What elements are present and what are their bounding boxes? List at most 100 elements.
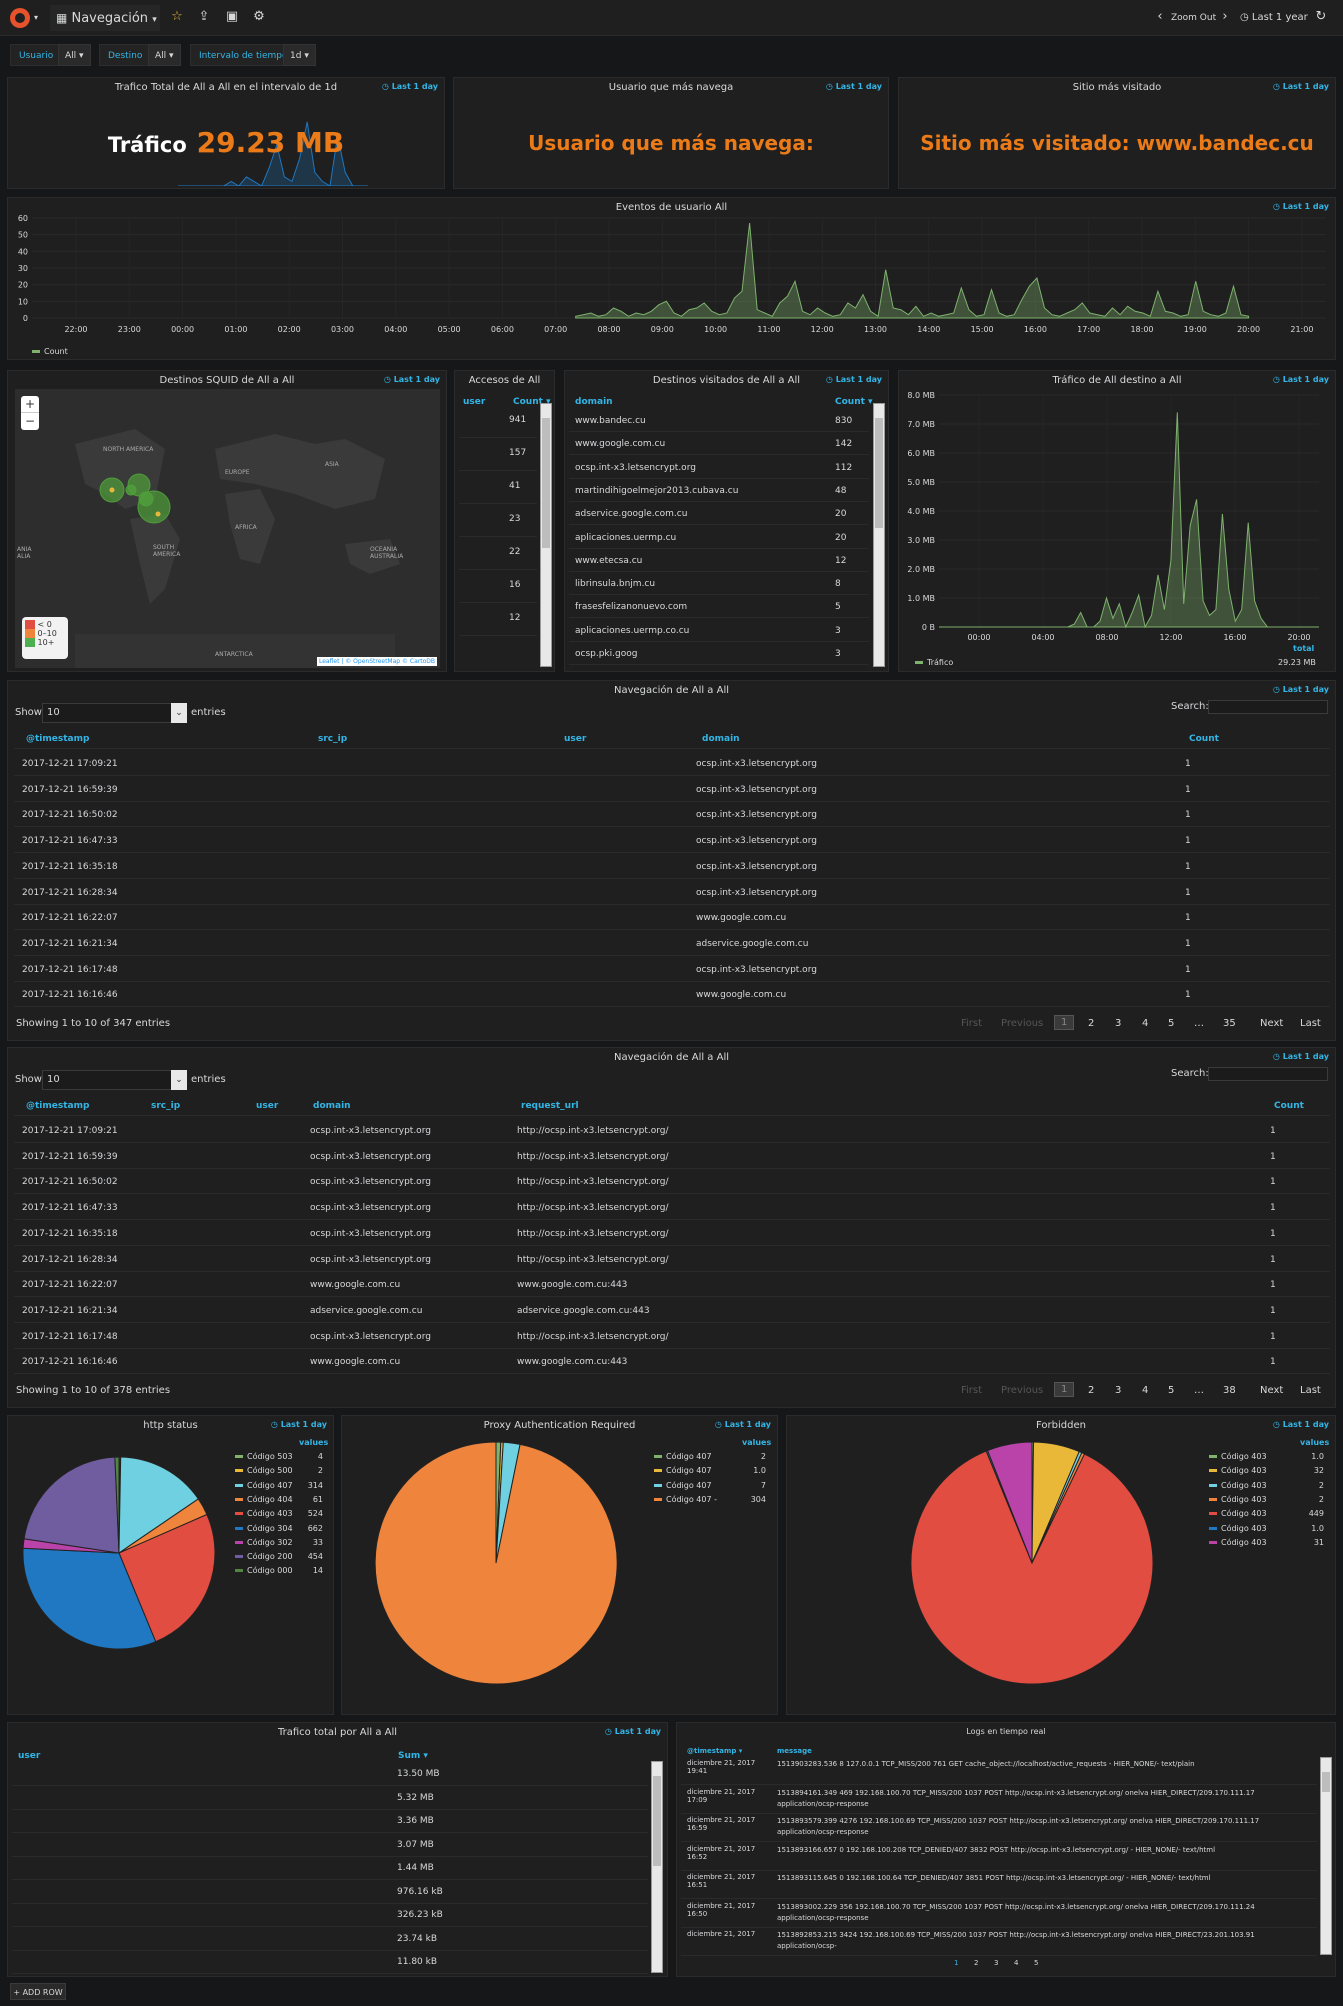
col-user[interactable]: user: [18, 1751, 41, 1761]
page-button[interactable]: 1: [1054, 1382, 1075, 1397]
pie-slice[interactable]: [374, 1441, 618, 1685]
col-header-timestamp[interactable]: @timestamp: [26, 1101, 90, 1111]
pie-slice[interactable]: [910, 1450, 1154, 1685]
col-header-user[interactable]: user: [256, 1101, 279, 1111]
list-item-domain[interactable]: librinsula.bnjm.cu: [575, 579, 656, 590]
page-size-select[interactable]: 10: [42, 1070, 172, 1090]
legend-count[interactable]: Count: [32, 347, 68, 356]
save-icon[interactable]: ▣: [225, 9, 239, 24]
legend-item[interactable]: Código 403: [1209, 1481, 1267, 1490]
scrollbar[interactable]: [1320, 1757, 1332, 1955]
col-header-timestamp[interactable]: @timestamp: [26, 734, 90, 744]
col-count[interactable]: Count ▾: [835, 397, 873, 407]
list-item-domain[interactable]: www.etecsa.cu: [575, 555, 643, 566]
page-button[interactable]: First: [961, 1385, 983, 1396]
list-item-domain[interactable]: adservice.google.com.cu: [575, 509, 688, 520]
page-button[interactable]: 3: [994, 1959, 999, 1967]
pie-slice[interactable]: [986, 1441, 1033, 1564]
scrollbar[interactable]: [540, 403, 552, 667]
col-header-domain[interactable]: domain: [313, 1101, 351, 1111]
col-message[interactable]: message: [777, 1747, 812, 1755]
chevron-left-icon[interactable]: ‹: [1157, 9, 1163, 24]
col-user[interactable]: user: [463, 397, 486, 407]
legend-item[interactable]: Código 407: [654, 1452, 712, 1461]
var-intervalo-select[interactable]: 1d ▾: [283, 44, 316, 66]
page-button[interactable]: Next: [1260, 1018, 1284, 1029]
map-attribution[interactable]: Leaflet | © OpenStreetMap © CartoDB: [317, 657, 437, 666]
legend-item[interactable]: Código 407: [654, 1481, 712, 1490]
time-range-picker[interactable]: ◷ Last 1 year: [1240, 5, 1308, 31]
var-usuario-select[interactable]: All ▾: [58, 44, 91, 66]
grafana-logo-icon[interactable]: [10, 8, 30, 28]
page-size-select[interactable]: 10: [42, 703, 172, 723]
page-button[interactable]: Previous: [1001, 1018, 1044, 1029]
col-header-domain[interactable]: domain: [702, 734, 740, 744]
page-button[interactable]: 1: [1054, 1015, 1075, 1030]
legend-item[interactable]: Código 200: [235, 1552, 293, 1561]
pie-slice[interactable]: [23, 1456, 120, 1554]
chevron-down-icon[interactable]: ⌄: [171, 703, 187, 723]
col-header-user[interactable]: user: [564, 734, 587, 744]
map-zoom-in-button[interactable]: +: [21, 396, 39, 413]
page-button[interactable]: …: [1194, 1018, 1204, 1029]
list-item-domain[interactable]: aplicaciones.uermp.cu: [575, 532, 677, 543]
list-item-domain[interactable]: ocsp.int-x3.letsencrypt.org: [575, 462, 696, 473]
chevron-down-icon[interactable]: ⌄: [171, 1070, 187, 1090]
gear-icon[interactable]: ⚙: [253, 9, 265, 24]
legend-item[interactable]: Código 403: [235, 1509, 293, 1518]
list-item-domain[interactable]: www.bandec.cu: [575, 416, 646, 426]
col-header-src_ip[interactable]: src_ip: [318, 734, 348, 744]
scrollbar[interactable]: [873, 403, 885, 667]
list-item-domain[interactable]: martindihigoelmejor2013.cubava.cu: [575, 485, 739, 496]
legend-item[interactable]: Código 403: [1209, 1538, 1267, 1547]
col-header-src_ip[interactable]: src_ip: [151, 1101, 181, 1111]
page-button[interactable]: Previous: [1001, 1385, 1044, 1396]
world-map[interactable]: NORTH AMERICA EUROPE ASIA AFRICA SOUTH A…: [15, 389, 440, 668]
scrollbar[interactable]: [651, 1761, 663, 1973]
legend-item[interactable]: Código 000: [235, 1566, 293, 1575]
var-destino-select[interactable]: All ▾: [148, 44, 181, 66]
pie-slice[interactable]: [114, 1456, 120, 1554]
add-row-button[interactable]: + ADD ROW: [10, 1983, 66, 2000]
map-zoom-out-button[interactable]: −: [24, 414, 36, 428]
search-input[interactable]: [1208, 1067, 1328, 1081]
col-domain[interactable]: domain: [575, 397, 613, 407]
pie-slice[interactable]: [118, 1456, 199, 1554]
page-button[interactable]: 3: [1115, 1018, 1122, 1029]
legend-item[interactable]: Código 302: [235, 1538, 293, 1547]
zoom-out-button[interactable]: Zoom Out: [1171, 13, 1217, 23]
page-button[interactable]: Next: [1260, 1385, 1284, 1396]
page-button[interactable]: …: [1194, 1385, 1204, 1396]
legend-item[interactable]: Código 403: [1209, 1524, 1267, 1533]
page-button[interactable]: First: [961, 1018, 983, 1029]
logo-caret-icon[interactable]: ▾: [34, 13, 39, 22]
legend-item[interactable]: Código 407: [235, 1481, 293, 1490]
page-button[interactable]: 4: [1142, 1018, 1149, 1029]
page-button[interactable]: 2: [1088, 1018, 1095, 1029]
list-item-domain[interactable]: www.google.com.cu: [575, 439, 666, 450]
pie-slice[interactable]: [22, 1547, 157, 1650]
legend-item[interactable]: Código 403: [1209, 1466, 1267, 1475]
chevron-right-icon[interactable]: ›: [1222, 9, 1228, 24]
page-button[interactable]: Last: [1300, 1018, 1321, 1029]
col-timestamp[interactable]: @timestamp ▾: [687, 1747, 743, 1755]
page-button[interactable]: Last: [1300, 1385, 1321, 1396]
legend-item[interactable]: Código 403: [1209, 1452, 1267, 1461]
legend-item[interactable]: Código 407: [654, 1466, 712, 1475]
page-button[interactable]: 4: [1142, 1385, 1149, 1396]
list-item-domain[interactable]: frasesfelizanonuevo.com: [575, 602, 688, 613]
legend-item[interactable]: Código 403: [1209, 1509, 1267, 1518]
legend-trafico[interactable]: Tráfico: [915, 658, 953, 667]
share-icon[interactable]: ⇪: [198, 9, 210, 24]
col-header-request_url[interactable]: request_url: [521, 1101, 579, 1111]
page-button[interactable]: 2: [974, 1959, 979, 1967]
col-sum[interactable]: Sum ▾: [398, 1751, 428, 1761]
search-input[interactable]: [1208, 700, 1328, 714]
page-button[interactable]: 5: [1168, 1385, 1175, 1396]
col-header-Count[interactable]: Count: [1189, 734, 1219, 744]
refresh-icon[interactable]: ↻: [1315, 9, 1327, 24]
page-button[interactable]: 2: [1088, 1385, 1095, 1396]
star-icon[interactable]: ☆: [171, 9, 183, 24]
page-button[interactable]: 38: [1223, 1385, 1236, 1396]
dashboard-picker[interactable]: ▦ Navegación ▾: [50, 5, 160, 31]
